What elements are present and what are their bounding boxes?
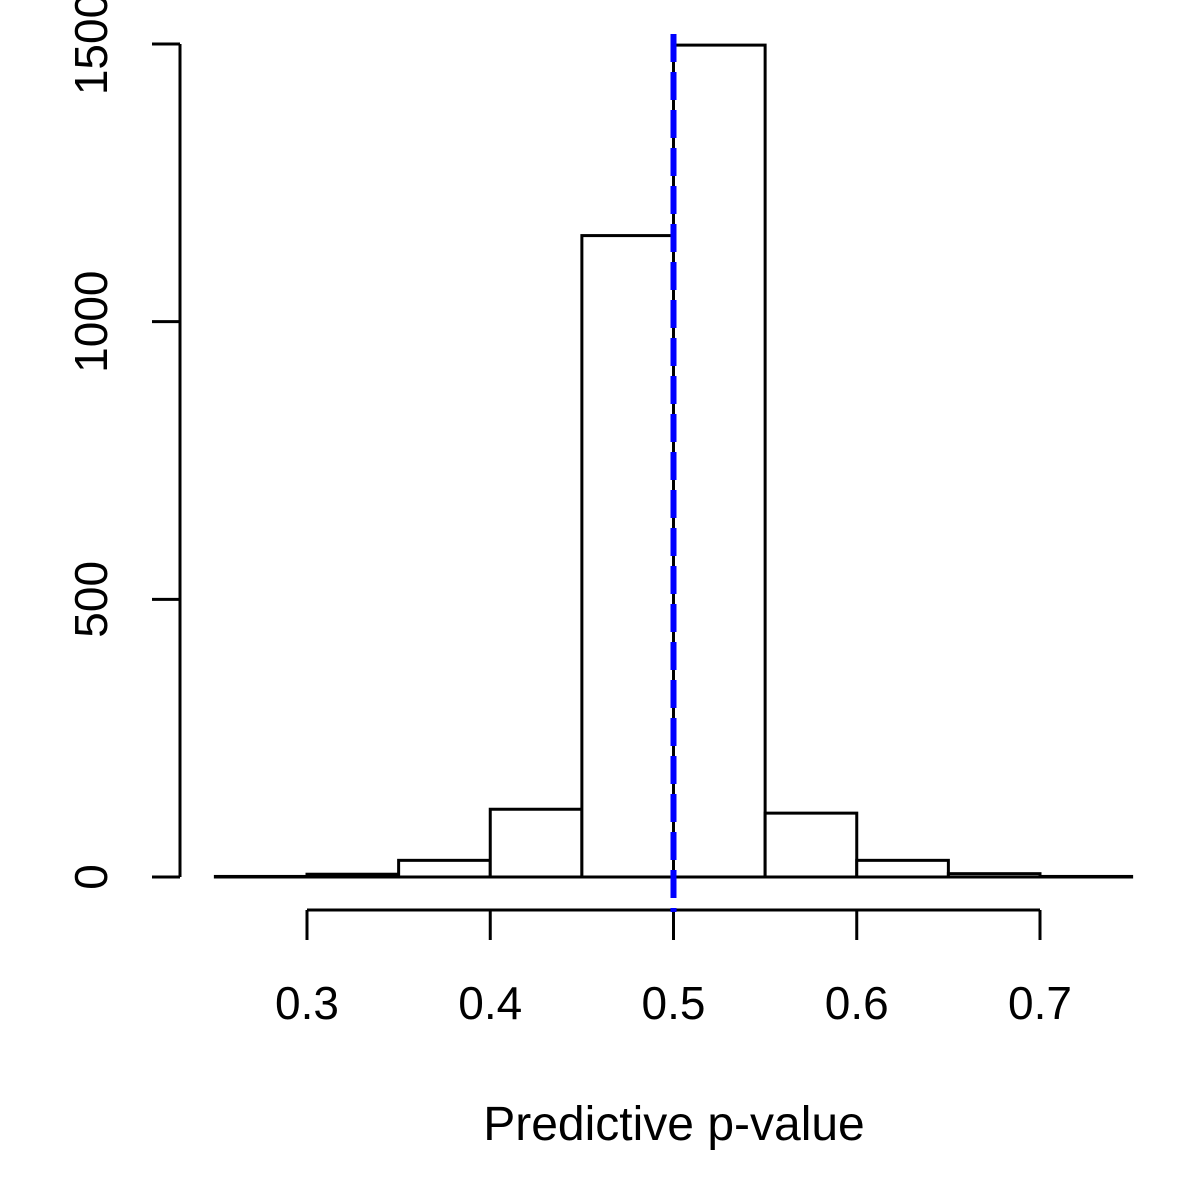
histogram-bar-2 bbox=[397, 858, 492, 879]
x-axis: 0.3 0.4 0.5 0.6 0.7 bbox=[275, 908, 1072, 1029]
x-tick-label-1: 0.4 bbox=[458, 977, 522, 1029]
histogram-bar-0 bbox=[213, 874, 309, 879]
histogram-bar-6 bbox=[763, 811, 859, 879]
x-tick-label-0: 0.3 bbox=[275, 977, 339, 1029]
histogram-bars bbox=[213, 43, 1134, 879]
x-axis-title: Predictive p-value bbox=[483, 1098, 865, 1151]
histogram-bar-7 bbox=[855, 858, 950, 879]
y-tick-label-2: 1000 bbox=[65, 270, 117, 372]
histogram-bar-4 bbox=[580, 234, 675, 879]
histogram-bar-3 bbox=[488, 807, 584, 879]
y-axis: 0 500 1000 1500 bbox=[65, 0, 182, 890]
x-tick-label-3: 0.6 bbox=[825, 977, 889, 1029]
y-tick-label-1: 500 bbox=[65, 561, 117, 638]
histogram-bar-9 bbox=[1038, 874, 1134, 879]
y-tick-label-3: 1500 bbox=[65, 0, 117, 95]
histogram-bar-8 bbox=[946, 872, 1042, 879]
histogram-bar-1 bbox=[305, 872, 401, 879]
histogram-bar-5 bbox=[672, 43, 767, 879]
y-tick-label-0: 0 bbox=[65, 864, 117, 890]
x-tick-label-4: 0.7 bbox=[1008, 977, 1072, 1029]
x-tick-label-2: 0.5 bbox=[642, 977, 706, 1029]
